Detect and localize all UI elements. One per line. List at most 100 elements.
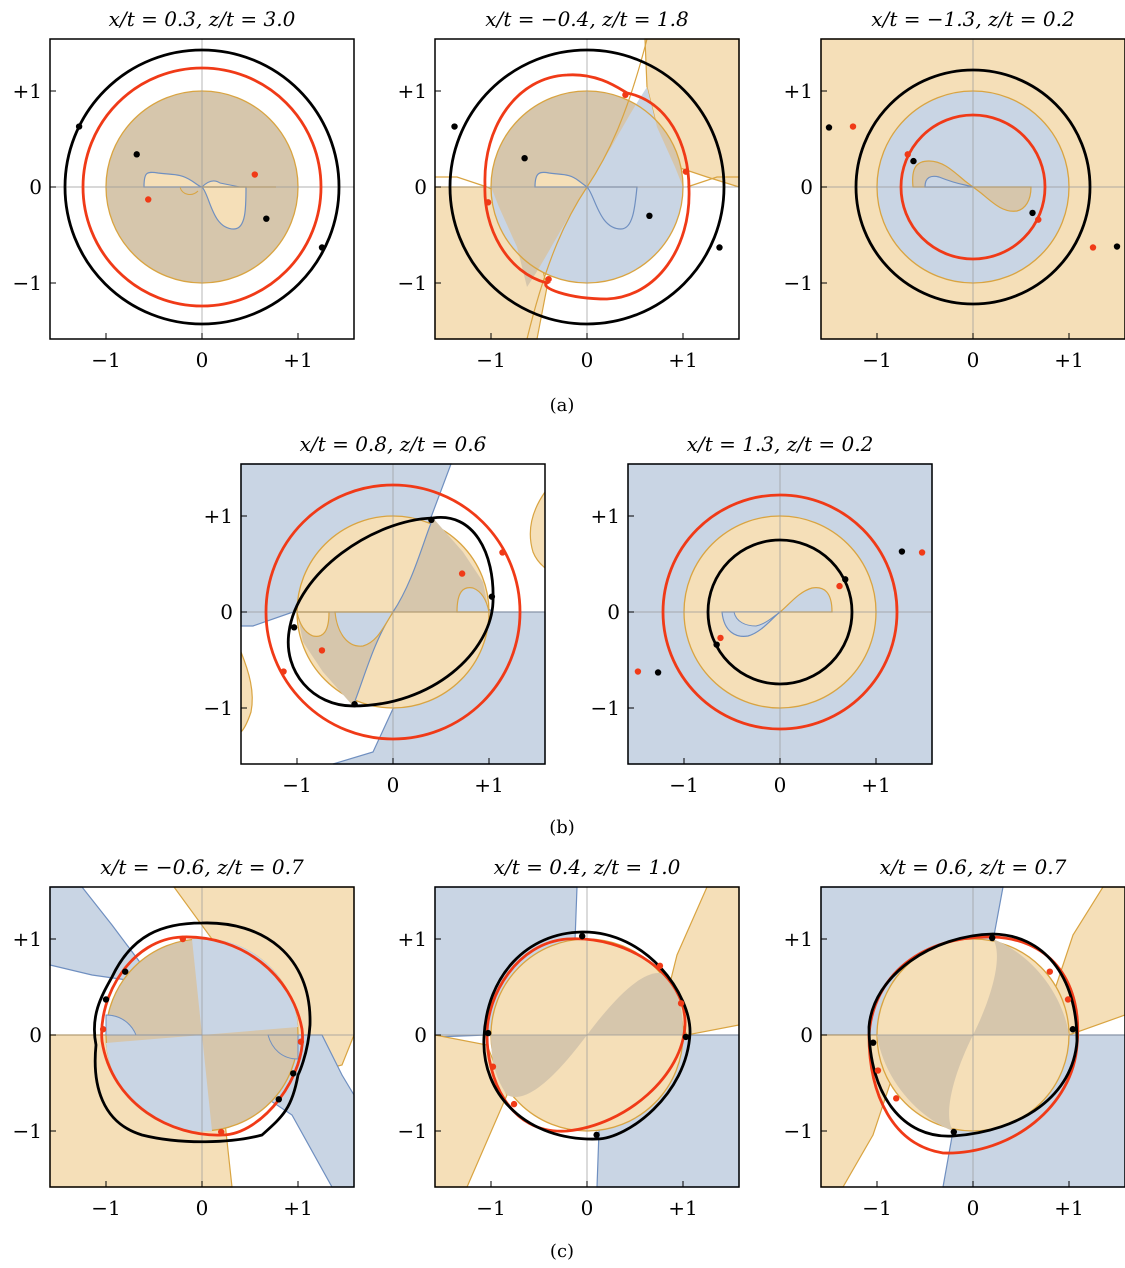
black-point: [716, 244, 723, 251]
panel-b1: [240, 463, 546, 765]
y-tick-label: 0: [414, 175, 427, 199]
red-curve: [661, 493, 899, 731]
black-point: [989, 934, 996, 942]
red-point: [179, 935, 186, 943]
red-point: [99, 1026, 107, 1033]
red-point: [849, 123, 857, 130]
red-point: [280, 668, 287, 675]
panel-a3: [820, 38, 1125, 340]
red-curve: [899, 113, 1047, 261]
red-point: [510, 1100, 518, 1108]
y-tick-label: 0: [414, 1023, 427, 1047]
title-c2: x/t = 0.4, z/t = 1.0: [494, 855, 681, 879]
black-curve: [63, 48, 341, 326]
y-tick-label: −1: [13, 271, 42, 295]
panel-c2: [434, 886, 740, 1188]
caption-a: (a): [550, 395, 575, 416]
x-tick-label: 0: [581, 348, 594, 372]
black-point: [682, 1033, 690, 1041]
x-tick-label: 0: [196, 1196, 209, 1220]
black-point: [579, 932, 586, 940]
red-point: [484, 199, 492, 206]
x-tick-label: +1: [861, 773, 890, 797]
tick-labels: −1 +1 0 0 +1 −1 −1 +1 0 0 +1 −1 −1 +1 0 0 +1 −1 −1 +1 0 0 +1 −1…: [13, 79, 1084, 1220]
y-tick-label: 0: [29, 175, 42, 199]
black-point: [898, 548, 906, 555]
x-tick-label: 0: [581, 1196, 594, 1220]
red-point: [458, 570, 466, 577]
x-tick-label: 0: [387, 773, 400, 797]
y-tick-label: +1: [13, 927, 42, 951]
black-point: [842, 576, 849, 583]
y-tick-label: −1: [398, 271, 427, 295]
caption-b: (b): [549, 817, 575, 838]
black-point: [950, 1128, 957, 1136]
x-tick-label: +1: [283, 348, 312, 372]
red-point: [251, 171, 258, 178]
black-point: [263, 215, 270, 222]
panel-c3: [820, 886, 1125, 1188]
x-tick-label: +1: [474, 773, 503, 797]
panel-a1: [49, 38, 355, 340]
black-point: [122, 968, 129, 975]
red-point: [836, 582, 843, 590]
title-a1: x/t = 0.3, z/t = 3.0: [109, 7, 296, 31]
black-point: [713, 641, 720, 648]
red-point: [218, 1128, 225, 1136]
red-curve: [264, 483, 522, 741]
x-tick-label: +1: [1054, 348, 1083, 372]
black-point: [488, 593, 496, 600]
title-b2: x/t = 1.3, z/t = 0.2: [687, 432, 874, 456]
panel-a2: [434, 38, 740, 340]
black-point: [428, 516, 435, 524]
y-tick-label: 0: [607, 600, 620, 624]
black-point: [825, 124, 833, 131]
red-point: [677, 1000, 685, 1007]
black-point: [290, 1070, 297, 1077]
blue-lobe-left: [143, 171, 203, 188]
black-point: [133, 151, 140, 158]
x-tick-label: −1: [476, 348, 505, 372]
black-point: [351, 700, 358, 708]
x-tick-label: −1: [669, 773, 698, 797]
y-tick-label: +1: [398, 927, 427, 951]
black-point: [1029, 209, 1036, 217]
black-curve: [706, 538, 854, 686]
red-point: [717, 634, 724, 642]
red-point: [318, 647, 326, 654]
red-point: [489, 1063, 497, 1070]
y-tick-label: +1: [398, 79, 427, 103]
red-point: [656, 962, 664, 970]
title-c3: x/t = 0.6, z/t = 0.7: [880, 855, 1067, 879]
panel-b2: [627, 463, 933, 765]
y-tick-label: 0: [29, 1023, 42, 1047]
y-tick-label: +1: [591, 504, 620, 528]
title-b1: x/t = 0.8, z/t = 0.6: [300, 432, 487, 456]
x-tick-label: −1: [862, 1196, 891, 1220]
black-point: [910, 157, 917, 165]
black-point: [646, 212, 653, 219]
x-tick-label: −1: [476, 1196, 505, 1220]
red-point: [893, 1095, 900, 1102]
y-tick-label: −1: [398, 1119, 427, 1143]
x-tick-label: 0: [196, 348, 209, 372]
red-point: [499, 549, 506, 556]
black-curve: [448, 48, 726, 326]
black-point: [869, 1039, 877, 1046]
black-curve: [482, 930, 692, 1141]
black-point: [593, 1131, 600, 1139]
title-c1: x/t = −0.6, z/t = 0.7: [100, 855, 304, 879]
red-point: [904, 151, 911, 158]
red-curve: [483, 73, 691, 301]
title-a3: x/t = −1.3, z/t = 0.2: [871, 7, 1074, 31]
x-tick-label: 0: [774, 773, 787, 797]
black-curve: [854, 68, 1092, 306]
black-point: [75, 123, 83, 130]
y-tick-label: +1: [13, 79, 42, 103]
black-point: [521, 155, 528, 162]
title-a2: x/t = −0.4, z/t = 1.8: [485, 7, 688, 31]
black-point: [318, 244, 326, 251]
x-tick-label: +1: [668, 1196, 697, 1220]
x-tick-label: +1: [1054, 1196, 1083, 1220]
red-point: [1064, 996, 1072, 1003]
